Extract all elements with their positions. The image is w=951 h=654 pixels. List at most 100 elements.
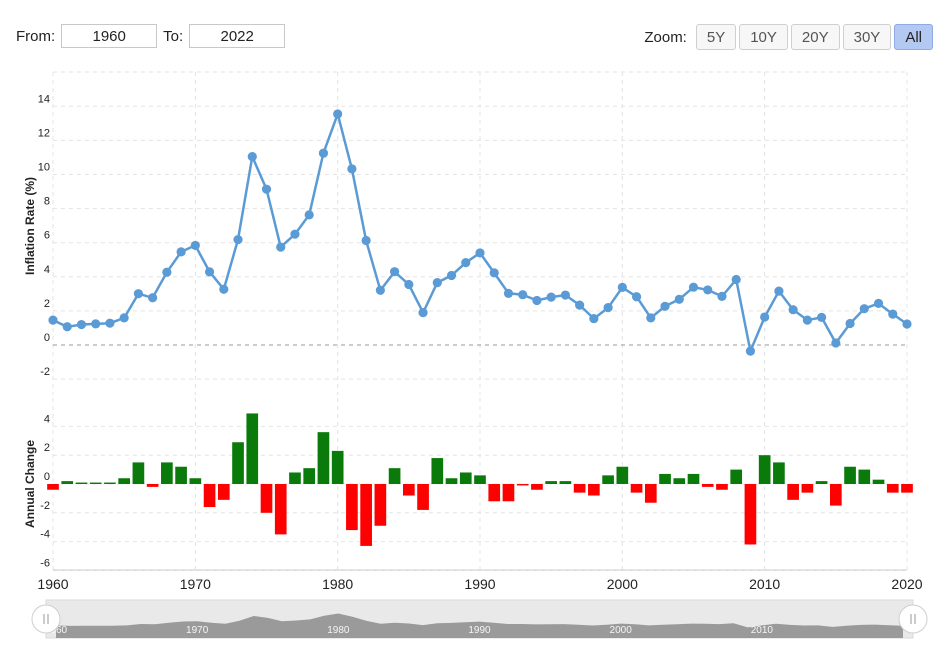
navigator[interactable]: 1960 1970 1980 1990 2000 2010 — [31, 599, 928, 639]
inflation-data-point — [290, 229, 300, 239]
inflation-data-point — [859, 304, 869, 314]
navigator-series-area — [56, 613, 903, 638]
inflation-data-point — [219, 284, 229, 294]
inflation-data-point — [560, 290, 571, 300]
annual-change-bar — [260, 484, 273, 513]
annual-change-bar — [47, 484, 59, 490]
inflation-data-point — [589, 313, 599, 324]
inflation-data-point — [233, 235, 243, 245]
annual-change-y-axis: -6 -4 -2 0 2 4 — [40, 413, 50, 569]
inflation-data-point — [546, 292, 556, 302]
inflation-y-tick-label: 10 — [38, 162, 50, 174]
annual-change-y-tick-label: -2 — [40, 500, 50, 512]
zoom-all-button[interactable]: All — [894, 24, 933, 50]
annual-change-bar — [118, 478, 131, 484]
annual-change-bar — [374, 484, 387, 526]
inflation-data-point — [503, 288, 514, 298]
to-year-input[interactable] — [189, 24, 286, 48]
zoom-30y-button[interactable]: 30Y — [842, 24, 892, 50]
annual-change-bar — [687, 473, 700, 484]
annual-change-bar — [886, 484, 899, 493]
annual-change-bar — [274, 484, 287, 535]
inflation-data-point — [888, 309, 898, 319]
annual-change-bar — [402, 484, 415, 496]
inflation-data-point — [831, 338, 841, 348]
inflation-data-point — [717, 291, 727, 302]
annual-change-bar — [445, 478, 458, 484]
inflation-data-point — [873, 298, 884, 308]
inflation-points — [48, 109, 912, 356]
inflation-data-point — [261, 184, 272, 194]
inflation-data-point — [133, 289, 143, 299]
inflation-data-point — [646, 313, 656, 323]
inflation-data-point — [148, 293, 158, 303]
annual-change-bar — [146, 484, 159, 487]
annual-change-bar — [559, 481, 572, 484]
inflation-y-tick-label: 12 — [38, 127, 50, 139]
annual-change-bar — [901, 484, 913, 493]
inflation-data-point — [518, 290, 528, 300]
annual-change-bar — [132, 462, 145, 484]
inflation-data-point — [347, 164, 357, 174]
inflation-y-tick-label: 0 — [44, 332, 50, 344]
from-label: From: — [16, 27, 56, 45]
annual-change-bar — [673, 478, 686, 484]
annual-change-bar — [773, 462, 785, 484]
inflation-data-point — [91, 319, 101, 329]
from-year-input[interactable] — [61, 24, 158, 48]
inflation-data-point — [674, 294, 684, 304]
zoom-10y-button[interactable]: 10Y — [739, 24, 788, 50]
inflation-y-tick-label: 4 — [44, 264, 50, 276]
date-range-selector: From: To: — [16, 24, 291, 48]
inflation-data-point — [603, 303, 613, 313]
annual-change-bar — [531, 484, 543, 490]
x-tick-label: 2000 — [607, 576, 638, 592]
inflation-data-point — [617, 282, 627, 292]
inflation-data-point — [532, 295, 542, 306]
annual-change-bar — [417, 484, 429, 510]
annual-change-bar — [459, 472, 472, 484]
annual-change-bar — [872, 479, 885, 484]
annual-change-y-tick-label: 2 — [44, 442, 50, 454]
navigator-tick-label: 1980 — [327, 625, 350, 636]
x-tick-label: 2010 — [749, 576, 780, 592]
grid-lines — [52, 71, 908, 571]
inflation-data-point — [703, 285, 713, 295]
annual-change-bar — [189, 478, 202, 484]
annual-change-bar — [758, 455, 771, 484]
annual-change-bar — [175, 466, 187, 484]
annual-change-bar — [232, 442, 244, 484]
inflation-data-point — [461, 258, 471, 268]
x-tick-label: 1970 — [180, 576, 211, 592]
annual-change-bar — [787, 484, 799, 500]
inflation-data-point — [119, 313, 129, 323]
annual-change-bar — [289, 472, 301, 484]
annual-change-bar — [388, 468, 401, 484]
annual-change-bar — [815, 481, 828, 484]
annual-change-bar — [502, 484, 515, 502]
annual-change-bar — [161, 462, 173, 484]
inflation-data-point — [390, 267, 400, 277]
x-tick-label: 2020 — [891, 576, 922, 592]
inflation-data-point — [432, 277, 442, 288]
annual-change-bar — [89, 482, 102, 484]
annual-change-bar — [844, 466, 856, 484]
annual-change-bar — [545, 481, 558, 484]
inflation-data-point — [105, 318, 115, 328]
inflation-data-point — [247, 151, 257, 162]
annual-change-y-tick-label: 0 — [44, 471, 50, 483]
annual-change-bar — [488, 484, 501, 502]
inflation-data-point — [475, 248, 485, 258]
navigator-left-handle[interactable] — [31, 604, 61, 634]
annual-change-bar — [644, 484, 657, 503]
zoom-20y-button[interactable]: 20Y — [790, 24, 840, 50]
navigator-tick-label: 1970 — [186, 625, 209, 636]
annual-change-bar — [744, 484, 757, 545]
annual-change-y-tick-label: 4 — [44, 413, 50, 425]
inflation-data-point — [375, 285, 385, 295]
zoom-5y-button[interactable]: 5Y — [695, 24, 737, 50]
annual-change-bar — [630, 484, 643, 493]
inflation-y-tick-label: 14 — [38, 93, 50, 105]
navigator-right-handle[interactable] — [898, 604, 928, 634]
